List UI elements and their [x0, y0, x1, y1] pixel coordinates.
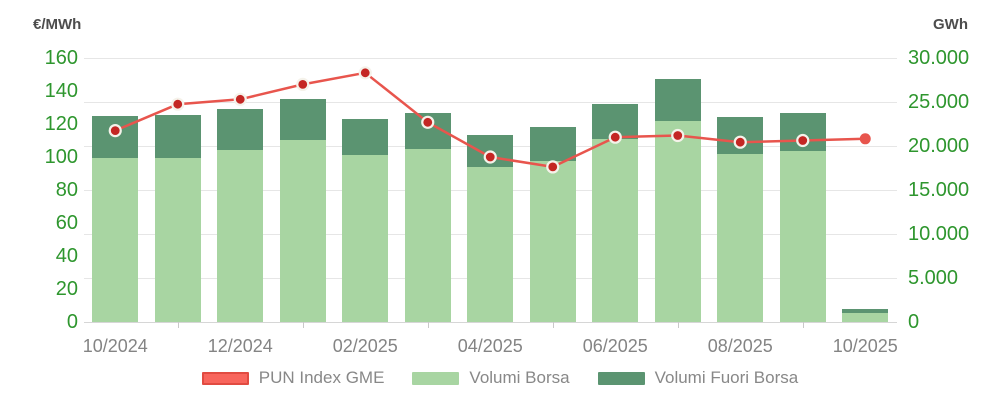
x-axis-label: 10/2025 — [832, 336, 898, 356]
bar-volumi-fuori-borsa[interactable] — [342, 118, 389, 155]
bar-volumi-fuori-borsa[interactable] — [654, 79, 701, 122]
y-axis-label-left: 0 — [66, 311, 78, 333]
legend-label-borsa: Volumi Borsa — [469, 368, 570, 387]
bar-volumi-borsa[interactable] — [654, 121, 701, 322]
pun-point[interactable] — [233, 92, 247, 106]
bar-volumi-borsa[interactable] — [779, 151, 826, 322]
bar-volumi-fuori-borsa[interactable] — [717, 116, 764, 154]
y-axis-label-left: 160 — [44, 47, 78, 69]
bar-volumi-fuori-borsa[interactable] — [779, 112, 826, 152]
x-axis-label: 10/2024 — [82, 336, 148, 356]
legend-item-volumi-fuori-borsa[interactable]: Volumi Fuori Borsa — [597, 368, 799, 387]
bar-volumi-borsa[interactable] — [529, 160, 576, 322]
gridline — [84, 322, 897, 323]
legend-label-pun: PUN Index GME — [258, 368, 385, 387]
bar-volumi-borsa[interactable] — [279, 139, 326, 322]
x-axis-tick — [302, 322, 304, 328]
y-axis-label-left: 100 — [44, 146, 78, 168]
left-axis-title: €/MWh — [33, 16, 82, 33]
x-axis-label: 02/2025 — [332, 336, 398, 356]
x-axis-tick — [677, 322, 679, 328]
pun-point[interactable] — [296, 77, 310, 92]
y-axis-label-left: 40 — [55, 245, 78, 267]
y-axis-label-right: 20.000 — [908, 135, 970, 157]
pun-point[interactable] — [171, 97, 185, 111]
y-axis-label-right: 5.000 — [908, 267, 959, 289]
y-axis-label-left: 80 — [55, 179, 78, 201]
legend-swatch-pun-icon — [201, 371, 249, 385]
bar-volumi-fuori-borsa[interactable] — [154, 115, 201, 159]
bar-volumi-borsa[interactable] — [217, 149, 264, 322]
right-axis-title: GWh — [933, 16, 968, 33]
bar-volumi-fuori-borsa[interactable] — [279, 99, 326, 140]
bar-volumi-fuori-borsa[interactable] — [92, 116, 139, 159]
y-axis-label-right: 10.000 — [908, 223, 970, 245]
bar-volumi-borsa[interactable] — [842, 313, 889, 322]
bar-volumi-fuori-borsa[interactable] — [592, 103, 639, 139]
x-axis-label: 04/2025 — [457, 336, 523, 356]
bar-volumi-fuori-borsa[interactable] — [842, 308, 889, 314]
y-axis-label-right: 0 — [908, 311, 920, 333]
bar-volumi-fuori-borsa[interactable] — [404, 113, 451, 149]
x-axis-tick — [177, 322, 179, 328]
y-axis-label-right: 30.000 — [908, 47, 970, 69]
gridline — [84, 102, 897, 103]
bar-volumi-borsa[interactable] — [154, 158, 201, 322]
bar-volumi-fuori-borsa[interactable] — [217, 109, 264, 150]
legend: PUN Index GME Volumi Borsa Volumi Fuori … — [0, 369, 1000, 387]
bar-volumi-borsa[interactable] — [342, 154, 389, 322]
x-axis-tick — [552, 322, 554, 328]
bar-volumi-borsa[interactable] — [404, 148, 451, 322]
y-axis-label-left: 120 — [44, 113, 78, 135]
legend-item-volumi-borsa[interactable]: Volumi Borsa — [412, 368, 570, 387]
bar-volumi-borsa[interactable] — [592, 138, 639, 322]
legend-swatch-fuori-borsa-icon — [597, 371, 645, 385]
x-axis-label: 06/2025 — [582, 336, 648, 356]
x-axis-tick — [802, 322, 804, 328]
y-axis-label-left: 60 — [55, 212, 78, 234]
y-axis-label-right: 15.000 — [908, 179, 970, 201]
y-axis-label-left: 20 — [55, 278, 78, 300]
gridline — [84, 58, 897, 59]
pun-point[interactable] — [358, 66, 372, 80]
bar-volumi-borsa[interactable] — [467, 167, 514, 322]
bar-volumi-fuori-borsa[interactable] — [529, 126, 576, 161]
y-axis-label-left: 140 — [44, 80, 78, 102]
x-axis-tick — [427, 322, 429, 328]
x-axis-label: 08/2025 — [707, 336, 773, 356]
bar-volumi-borsa[interactable] — [92, 158, 139, 322]
x-axis-label: 12/2024 — [207, 336, 273, 356]
legend-swatch-borsa-icon — [412, 371, 460, 385]
pun-point[interactable] — [859, 133, 871, 145]
legend-item-pun-index-gme[interactable]: PUN Index GME — [201, 368, 385, 387]
bar-volumi-fuori-borsa[interactable] — [467, 134, 514, 168]
bar-volumi-borsa[interactable] — [717, 153, 764, 322]
y-axis-label-right: 25.000 — [908, 91, 970, 113]
legend-label-fuori-borsa: Volumi Fuori Borsa — [654, 368, 799, 387]
